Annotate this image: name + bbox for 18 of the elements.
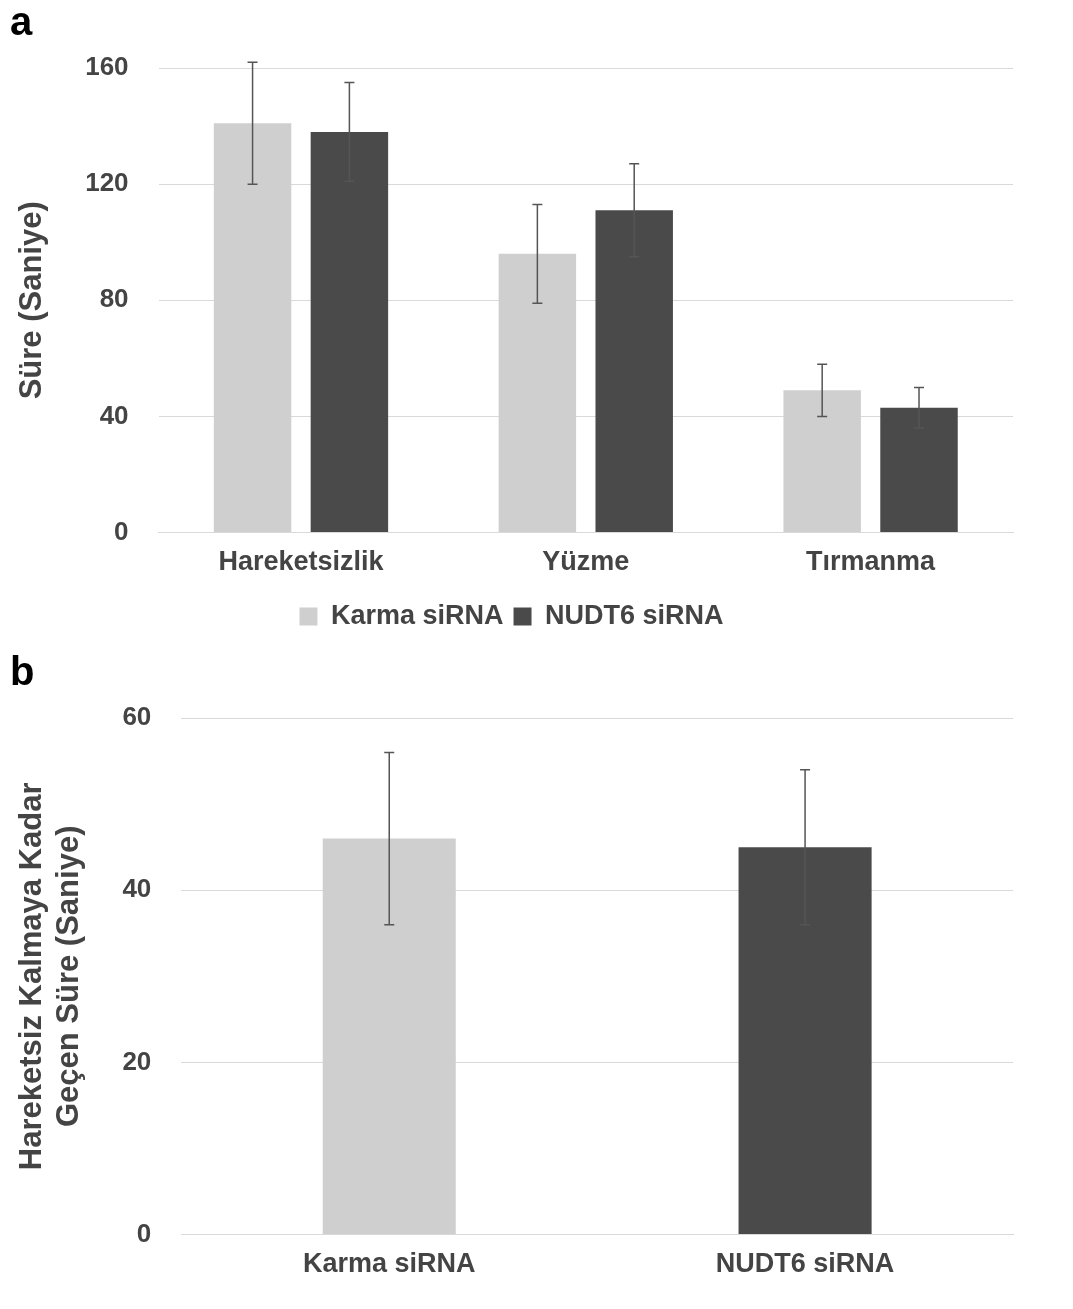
legend-label: Karma siRNA — [330, 599, 504, 630]
x-tick-label: Yüzme — [542, 546, 630, 577]
x-tick-label: Hareketsizlik — [218, 546, 385, 577]
y-axis-title: Süre (Saniye) — [13, 201, 49, 400]
y-tick-label: 0 — [136, 1217, 152, 1248]
legend-label: NUDT6 siRNA — [545, 599, 724, 630]
chart-title: a — [10, 0, 33, 44]
y-tick-label: 160 — [85, 51, 129, 82]
x-tick-label: Tırmanma — [806, 546, 937, 577]
y-tick-label: 60 — [122, 701, 152, 732]
y-tick-label: 0 — [114, 515, 129, 546]
y-tick-label: 120 — [85, 167, 129, 198]
y-tick-label: 40 — [99, 399, 129, 430]
y-axis-title: Hareketsiz Kalmaya Kadar Geçen Süre (Saniye) — [13, 782, 86, 1171]
y-tick-label: 40 — [122, 873, 152, 904]
chart-title: b — [10, 649, 35, 694]
y-tick-label: 80 — [99, 283, 129, 314]
y-tick-label: 20 — [122, 1045, 152, 1076]
